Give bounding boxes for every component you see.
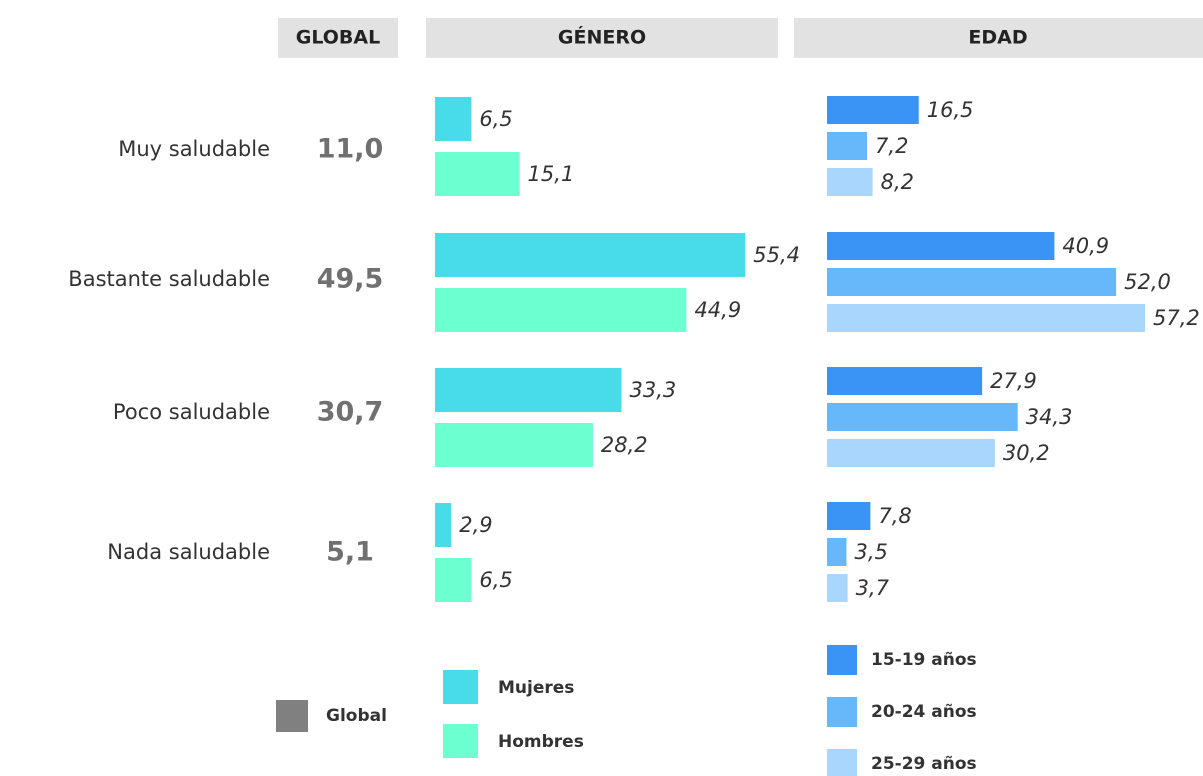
- value-label: 40,9: [1062, 234, 1109, 258]
- value-label: 33,3: [629, 378, 676, 402]
- bar: [435, 233, 746, 277]
- value-label: 2,9: [459, 513, 492, 537]
- bar: [435, 558, 472, 602]
- value-label: 7,2: [875, 134, 908, 158]
- legend-swatch: [276, 700, 308, 732]
- global-value: 11,0: [317, 134, 384, 165]
- category-label: Muy saludable: [118, 137, 270, 161]
- header-bg: [794, 18, 1203, 58]
- bar: [827, 439, 995, 467]
- value-label: 16,5: [927, 98, 974, 122]
- legend-swatch: [827, 645, 857, 675]
- value-label: 28,2: [601, 433, 648, 457]
- header: EDAD: [968, 27, 1027, 49]
- bar: [435, 152, 520, 196]
- legend-label: 15-19 años: [871, 650, 977, 670]
- bar: [827, 574, 848, 602]
- value-label: 55,4: [753, 243, 800, 267]
- bar: [827, 367, 983, 395]
- legend-label: 25-29 años: [871, 754, 977, 774]
- bar: [827, 538, 847, 566]
- value-label: 8,2: [881, 170, 914, 194]
- bar: [435, 368, 622, 412]
- global-value: 49,5: [317, 264, 384, 295]
- value-label: 6,5: [479, 568, 512, 592]
- value-label: 27,9: [990, 369, 1037, 393]
- legend-swatch: [827, 749, 857, 776]
- value-label: 6,5: [479, 107, 512, 131]
- bar: [827, 232, 1055, 260]
- legend-label: Mujeres: [498, 678, 574, 698]
- bar: [827, 132, 868, 160]
- legend-swatch: [827, 697, 857, 727]
- bar: [435, 503, 452, 547]
- value-label: 52,0: [1124, 270, 1171, 294]
- category-label: Bastante saludable: [68, 267, 270, 291]
- legend-label: Hombres: [498, 732, 584, 752]
- header: GLOBAL: [296, 27, 380, 49]
- value-label: 34,3: [1026, 405, 1073, 429]
- header-bg: [278, 18, 398, 58]
- header: GÉNERO: [558, 26, 646, 49]
- header-bg: [426, 18, 778, 58]
- global-value: 30,7: [317, 397, 384, 428]
- global-value: 5,1: [326, 537, 374, 568]
- value-label: 15,1: [528, 162, 575, 186]
- bar: [827, 168, 873, 196]
- bar: [435, 97, 472, 141]
- value-label: 44,9: [694, 298, 741, 322]
- bar: [827, 502, 871, 530]
- bar: [435, 423, 593, 467]
- legend-label: 20-24 años: [871, 702, 977, 722]
- value-label: 3,5: [854, 540, 887, 564]
- legend-swatch: [443, 670, 478, 704]
- value-label: 30,2: [1003, 441, 1050, 465]
- bar: [827, 304, 1146, 332]
- bar: [827, 268, 1117, 296]
- value-label: 57,2: [1153, 306, 1200, 330]
- bar: [827, 403, 1018, 431]
- value-label: 3,7: [856, 576, 890, 600]
- legend-label: Global: [326, 706, 387, 726]
- legend-swatch: [443, 724, 478, 758]
- category-label: Nada saludable: [107, 540, 270, 564]
- bar: [827, 96, 919, 124]
- bar: [435, 288, 687, 332]
- value-label: 7,8: [878, 504, 911, 528]
- category-label: Poco saludable: [113, 400, 270, 424]
